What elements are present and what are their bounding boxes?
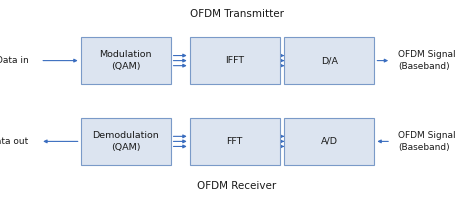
Text: OFDM Signal
(Baseband): OFDM Signal (Baseband) <box>398 50 456 71</box>
Bar <box>190 37 280 84</box>
Text: A/D: A/D <box>321 137 338 146</box>
Text: Demodulation
(QAM): Demodulation (QAM) <box>92 131 159 152</box>
Text: FFT: FFT <box>227 137 243 146</box>
Bar <box>284 37 374 84</box>
Bar <box>190 118 280 165</box>
Bar <box>81 37 171 84</box>
Text: IFFT: IFFT <box>225 56 244 65</box>
Text: OFDM Transmitter: OFDM Transmitter <box>190 9 284 19</box>
Bar <box>284 118 374 165</box>
Bar <box>81 118 171 165</box>
Text: OFDM Receiver: OFDM Receiver <box>197 181 277 191</box>
Text: Modulation
(QAM): Modulation (QAM) <box>100 50 152 71</box>
Text: Data in: Data in <box>0 56 28 65</box>
Text: OFDM Signal
(Baseband): OFDM Signal (Baseband) <box>398 131 456 152</box>
Text: Data out: Data out <box>0 137 28 146</box>
Text: D/A: D/A <box>321 56 338 65</box>
